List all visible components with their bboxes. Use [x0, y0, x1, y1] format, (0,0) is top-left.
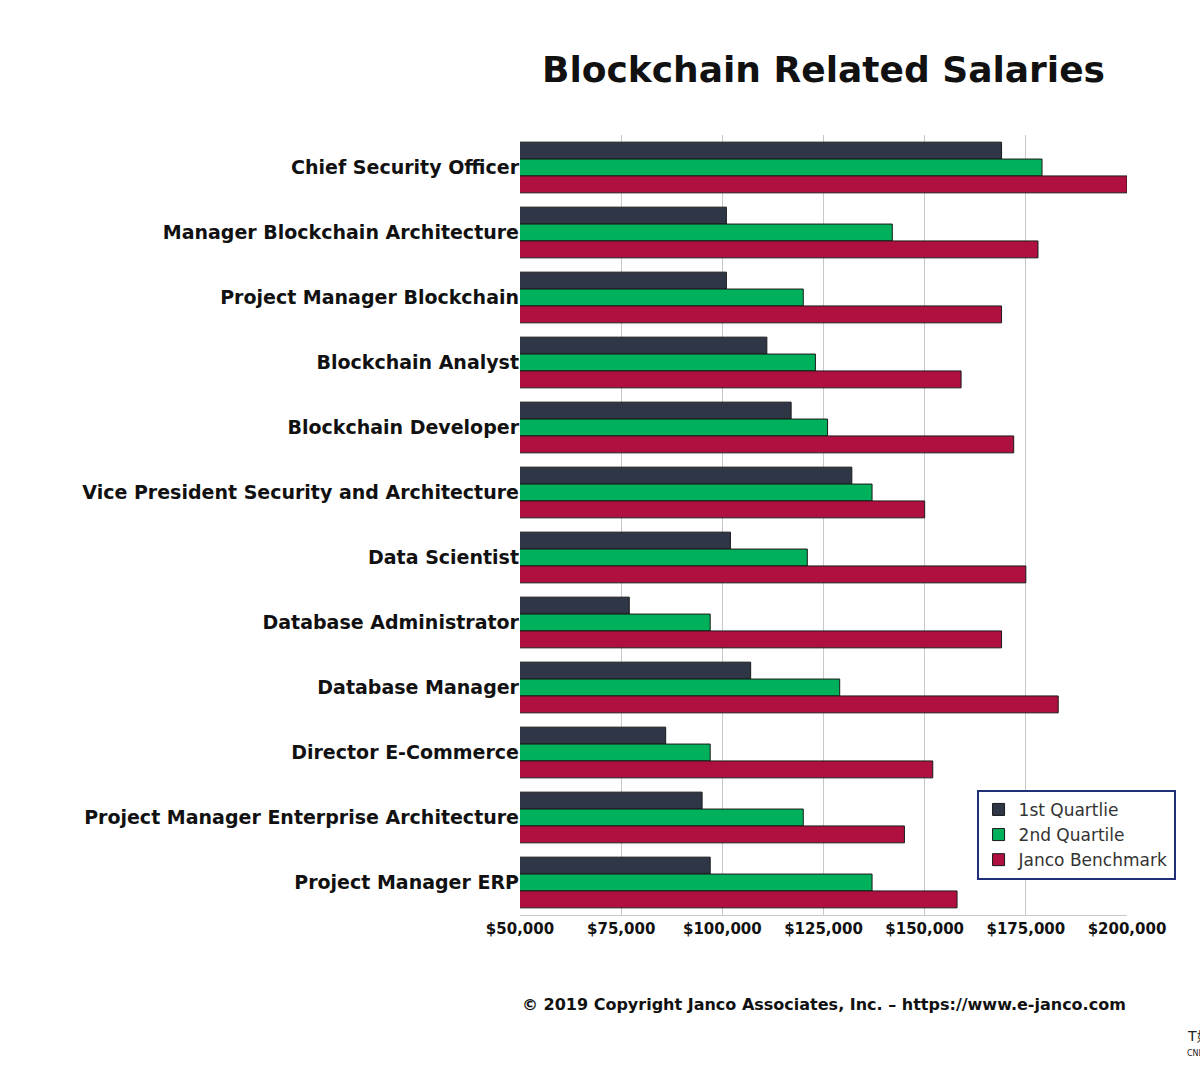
- svg-text:Data Scientist: Data Scientist: [368, 546, 519, 568]
- svg-text:Project Manager Enterprise Arc: Project Manager Enterprise Architecture: [84, 806, 519, 828]
- svg-text:© 2019 Copyright Janco Associa: © 2019 Copyright Janco Associates, Inc. …: [522, 995, 1126, 1014]
- svg-text:Project Manager ERP: Project Manager ERP: [294, 871, 519, 893]
- svg-text:Director E-Commerce: Director E-Commerce: [291, 741, 519, 763]
- svg-text:Blockchain Related Salaries: Blockchain Related Salaries: [542, 49, 1105, 90]
- svg-text:$100,000: $100,000: [683, 920, 762, 938]
- svg-text:Blockchain Analyst: Blockchain Analyst: [316, 351, 519, 373]
- svg-text:$50,000: $50,000: [486, 920, 554, 938]
- svg-text:Project Manager Blockchain: Project Manager Blockchain: [220, 286, 519, 308]
- svg-text:Database Administrator: Database Administrator: [263, 611, 520, 633]
- svg-text:1st Quartlie: 1st Quartlie: [1019, 800, 1119, 820]
- svg-text:$175,000: $175,000: [986, 920, 1065, 938]
- svg-text:Vice President Security and Ar: Vice President Security and Architecture: [82, 481, 519, 503]
- svg-text:T媒体: T媒体: [1187, 1028, 1200, 1044]
- svg-text:2nd Quartile: 2nd Quartile: [1019, 825, 1125, 845]
- svg-text:$125,000: $125,000: [784, 920, 863, 938]
- svg-text:$200,000: $200,000: [1088, 920, 1167, 938]
- svg-text:Chief Security Officer: Chief Security Officer: [291, 156, 520, 178]
- svg-text:CNITEYES.COM: CNITEYES.COM: [1187, 1049, 1200, 1058]
- svg-text:$75,000: $75,000: [587, 920, 655, 938]
- svg-text:Database Manager: Database Manager: [317, 676, 519, 698]
- svg-text:Janco Benchmark: Janco Benchmark: [1018, 850, 1167, 870]
- svg-text:$150,000: $150,000: [885, 920, 964, 938]
- svg-text:Blockchain Developer: Blockchain Developer: [287, 416, 519, 438]
- svg-text:Manager Blockchain Architectur: Manager Blockchain Architecture: [163, 221, 519, 243]
